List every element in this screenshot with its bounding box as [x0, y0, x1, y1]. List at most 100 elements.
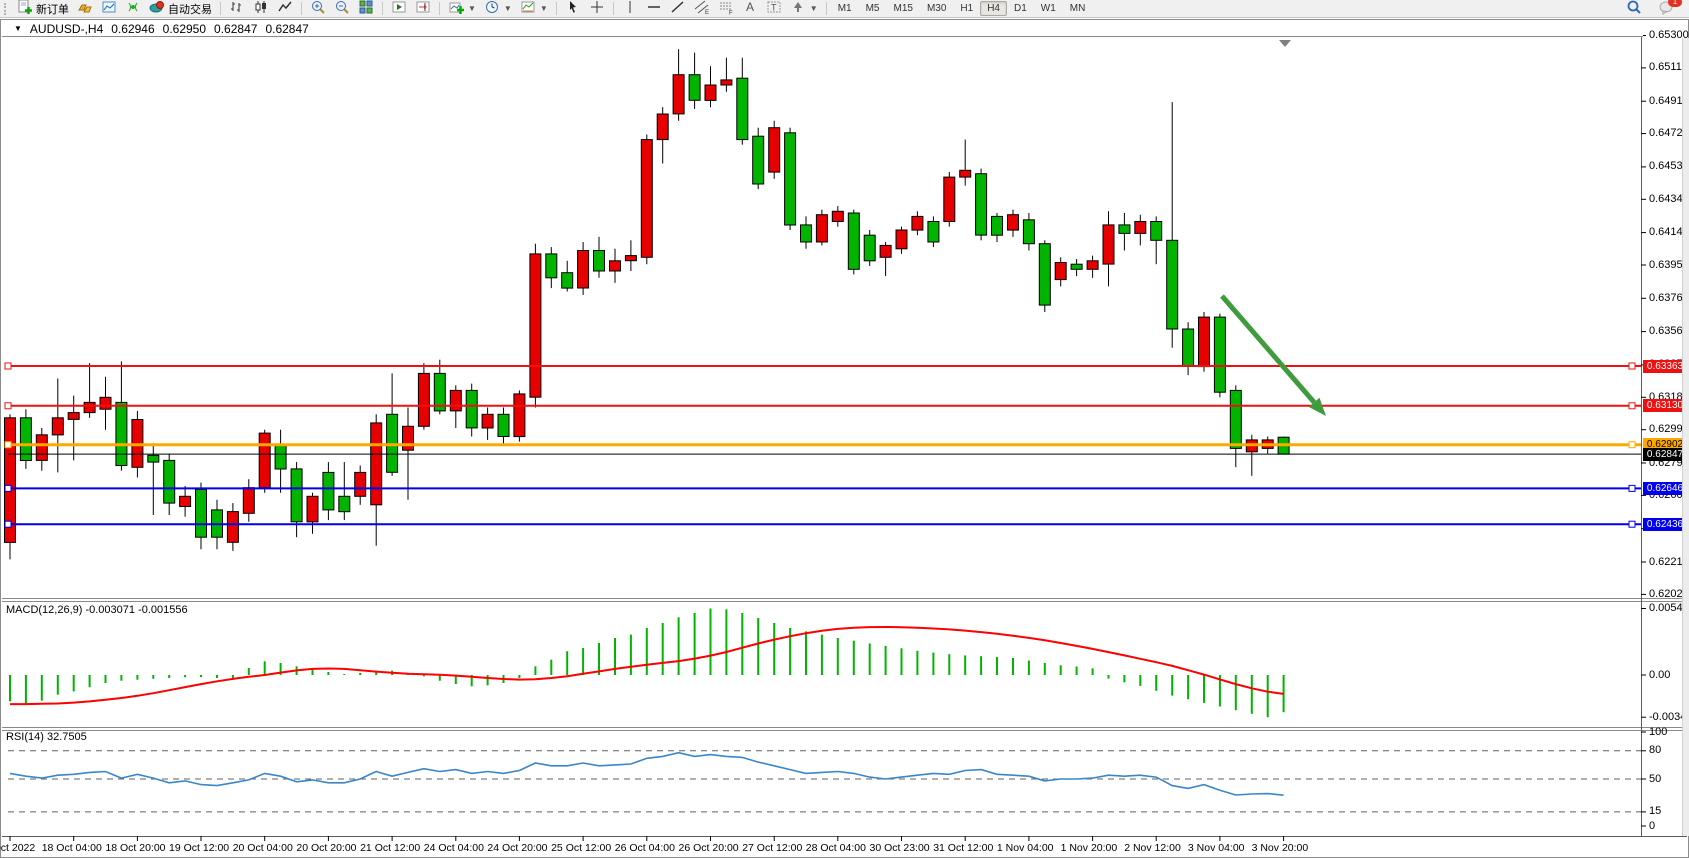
chart-shift-marker[interactable] [1279, 40, 1291, 47]
candle [784, 132, 797, 226]
chart-titlebar[interactable]: ▼ AUDUSD-,H4 0.62946 0.62950 0.62847 0.6… [2, 21, 1643, 37]
toolbar-separator [382, 2, 383, 15]
gold-bars-button[interactable] [73, 0, 97, 18]
new-order-button[interactable]: 新订单 [13, 0, 73, 18]
arrow-tools-dropdown-icon[interactable]: ▼ [809, 4, 818, 13]
signals-button[interactable] [121, 0, 145, 18]
auto-scroll-button[interactable] [387, 0, 411, 18]
trend-line-icon [670, 0, 686, 18]
candle [1054, 262, 1067, 281]
hline-handle[interactable] [4, 520, 12, 528]
candle [672, 74, 685, 115]
timeframe-mn-button[interactable]: MN [1069, 3, 1086, 14]
fibonacci-retracement-button[interactable]: F [714, 0, 738, 18]
timeframe-m5-button[interactable]: M5 [865, 3, 880, 14]
zoom-out-button[interactable] [330, 0, 354, 18]
hline-handle[interactable] [1628, 441, 1636, 449]
rsi-tick-label: 50 [1649, 772, 1662, 785]
window-scroll-strip [1682, 38, 1689, 836]
candle [179, 495, 192, 507]
equidistant-channel-button[interactable]: E [690, 0, 714, 18]
charts-panel-button[interactable] [97, 0, 121, 18]
auto-trading-button[interactable]: 自动交易 [145, 0, 216, 18]
time-tick-label: 26 Oct 20:00 [678, 842, 739, 854]
timeframe-h4-button[interactable]: H4 [980, 1, 1007, 16]
toolbar-separator [439, 2, 440, 15]
charts-panel-icon [101, 0, 117, 18]
timeframe-m15-button[interactable]: M15 [893, 3, 913, 14]
vertical-line-button[interactable] [618, 0, 642, 18]
hline-handle[interactable] [1628, 520, 1636, 528]
candle [768, 127, 781, 173]
add-indicator-button[interactable]: ▼ [444, 0, 480, 18]
time-tick-label: 20 Oct 20:00 [296, 842, 357, 854]
chart-shift-button[interactable] [411, 0, 435, 18]
crosshair-button[interactable] [585, 0, 609, 18]
hline-handle[interactable] [4, 441, 12, 449]
templates-menu-dropdown-icon[interactable]: ▼ [539, 4, 548, 13]
line-chart-button[interactable] [273, 0, 297, 18]
tile-windows-button[interactable] [354, 0, 378, 18]
timeframe-d1-button[interactable]: D1 [1014, 3, 1027, 14]
collapse-icon[interactable]: ▼ [14, 24, 22, 33]
chart-window-frame [0, 19, 1689, 858]
trend-line-button[interactable] [666, 0, 690, 18]
hline-handle[interactable] [4, 402, 12, 410]
text-button[interactable]: A [738, 0, 762, 18]
timeframe-menu-dropdown-icon[interactable]: ▼ [503, 4, 512, 13]
chart-symbol-title: AUDUSD-,H4 [29, 21, 104, 36]
candlestick-chart-button[interactable] [249, 0, 273, 18]
cursor-icon [565, 0, 581, 18]
hline-handle[interactable] [1628, 362, 1636, 370]
candle [1038, 243, 1051, 306]
horizontal-line-button[interactable] [642, 0, 666, 18]
timeframe-w1-button[interactable]: W1 [1040, 3, 1056, 14]
candle [943, 176, 956, 223]
candle [1070, 263, 1083, 270]
arrow-annotation[interactable] [1220, 294, 1317, 405]
line-chart-icon [277, 0, 293, 18]
templates-menu-button[interactable]: ▼ [516, 0, 552, 18]
add-indicator-dropdown-icon[interactable]: ▼ [468, 4, 476, 13]
timeframe-menu-button[interactable]: ▼ [480, 0, 516, 18]
text-label-button[interactable]: T [762, 0, 786, 18]
candle [338, 495, 351, 513]
time-tick-label: 26 Oct 04:00 [614, 842, 675, 854]
toolbar-separator [301, 2, 302, 15]
signals-icon [125, 0, 141, 18]
hline-handle[interactable] [4, 362, 12, 370]
search-button[interactable] [1622, 0, 1646, 18]
gold-bars-icon [77, 0, 93, 18]
candle [51, 417, 64, 436]
bar-chart-button[interactable] [225, 0, 249, 18]
time-tick-label: 3 Nov 20:00 [1251, 842, 1309, 854]
candle [688, 74, 701, 101]
hline-price-badge: 0.63363 [1643, 359, 1687, 373]
cursor-button[interactable] [561, 0, 585, 18]
timeframe-m30-button[interactable]: M30 [926, 3, 947, 14]
macd-indicator-label: MACD(12,26,9) -0.003071 -0.001556 [6, 604, 188, 616]
price-tick-label: 0.64725 [1649, 127, 1689, 140]
svg-text:T: T [771, 3, 777, 13]
candle [609, 260, 621, 272]
timeframe-m1-button[interactable]: M1 [837, 3, 852, 14]
candle [593, 250, 605, 272]
zoom-in-button[interactable] [306, 0, 330, 18]
time-tick-label: 1 Nov 20:00 [1060, 842, 1118, 854]
timeframe-h1-button[interactable]: H1 [960, 3, 974, 14]
hline-handle[interactable] [4, 484, 12, 492]
arrow-tools-button[interactable]: ▼ [786, 0, 822, 18]
candle [195, 488, 207, 538]
hline-handle[interactable] [1628, 484, 1636, 492]
candle [115, 401, 128, 466]
candle [1022, 219, 1035, 245]
macd-signal-line [10, 625, 1284, 706]
candle [863, 234, 876, 262]
time-tick-label: 17 Oct 2022 [0, 842, 36, 854]
hline-handle[interactable] [1628, 402, 1636, 410]
candle [274, 444, 287, 470]
rsi-line [9, 751, 1284, 796]
auto-trading-icon [149, 0, 165, 18]
notifications-button[interactable]: 1 [1654, 0, 1682, 18]
